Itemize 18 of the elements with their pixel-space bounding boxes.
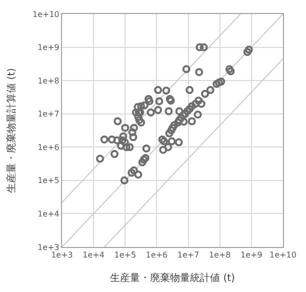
x-tick-label: 1e+4 bbox=[82, 250, 104, 260]
y-tick-label: 1e+9 bbox=[38, 43, 60, 52]
x-axis-title: 生産量・廃棄物量統計値 (t) bbox=[110, 272, 236, 284]
x-tick-label: 1e+3 bbox=[51, 250, 73, 260]
y-axis-title: 生産量・廃棄物量計算値 (t) bbox=[5, 68, 18, 193]
x-tick-label: 1e+8 bbox=[208, 250, 231, 260]
x-tick-label: 1e+10 bbox=[270, 250, 296, 260]
y-tick-label: 1e+3 bbox=[38, 242, 60, 252]
x-tick-label: 1e+5 bbox=[114, 250, 136, 260]
y-tick-label: 1e+5 bbox=[38, 176, 60, 186]
x-tick-label: 1e+6 bbox=[146, 250, 168, 260]
x-tick-label: 1e+7 bbox=[177, 250, 200, 260]
y-tick-label: 1e+4 bbox=[38, 210, 60, 219]
x-tick-label: 1e+9 bbox=[240, 250, 262, 260]
y-tick-label: 1e+6 bbox=[38, 142, 60, 152]
y-tick-label: 1e+7 bbox=[38, 110, 60, 119]
y-tick-label: 1e+10 bbox=[32, 10, 60, 19]
y-tick-label: 1e+8 bbox=[38, 76, 60, 86]
